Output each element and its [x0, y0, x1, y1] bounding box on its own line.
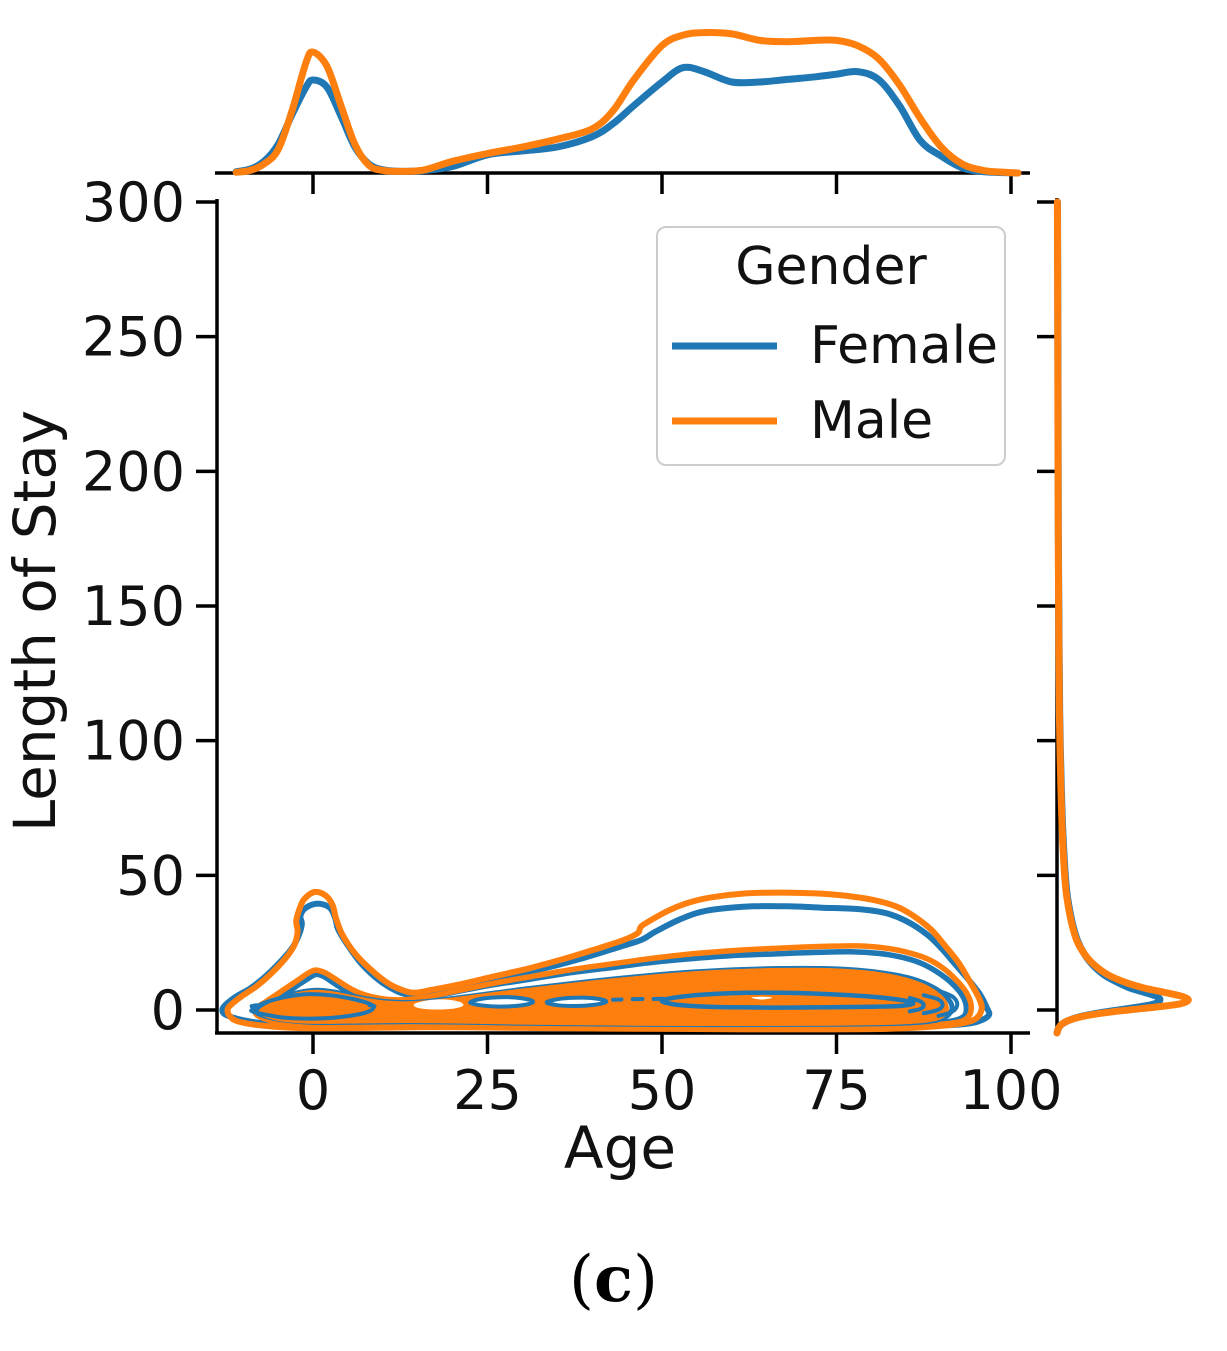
x-tick-label: 0 [296, 1059, 330, 1122]
top-marginal-curve-male [232, 29, 1022, 177]
right-marginal-curve-female [1053, 198, 1164, 1037]
legend-title: Gender [735, 237, 927, 297]
contour-female-inner-lens-big [659, 990, 916, 1010]
contour-female-white-inner-lens-left [468, 995, 535, 1009]
caption-paren-close: ) [632, 1243, 658, 1317]
y-tick-label: 300 [82, 171, 185, 234]
contour-white-valley-gap [413, 999, 464, 1010]
contour-female-right-arc [936, 989, 960, 1018]
y-tick-label: 200 [82, 440, 185, 503]
y-tick-label: 250 [82, 306, 185, 369]
top-marginal-curve-female [232, 63, 1022, 177]
y-tick-label: 50 [116, 844, 185, 907]
caption-paren-open: ( [569, 1243, 595, 1317]
contour-female-blob-dot [249, 1003, 259, 1009]
caption-letter: c [594, 1242, 633, 1317]
x-tick-label: 75 [802, 1059, 871, 1122]
x-tick-label: 50 [628, 1059, 697, 1122]
y-tick-label: 100 [82, 710, 185, 773]
top-marginal-kde [232, 29, 1022, 177]
axis-ticks [196, 173, 1057, 1054]
contour-female-white-inner-lens-mid [544, 995, 609, 1008]
axis-tick-labels: 0 25 50 75 100 0 50 100 150 200 250 300 [82, 171, 1063, 1122]
legend-label-female: Female [810, 316, 998, 376]
contour-white-inner-slit [751, 996, 773, 1000]
right-marginal-kde [1053, 198, 1192, 1037]
contour-female-blob-dot [367, 1003, 377, 1009]
contour-female-right-arc [907, 995, 926, 1014]
right-marginal-curve-male [1053, 198, 1192, 1037]
y-tick-label: 150 [82, 575, 185, 638]
x-tick-label: 25 [453, 1059, 522, 1122]
y-axis-label: Length of Stay [1, 410, 69, 832]
contour-male-mass [258, 967, 949, 1027]
legend: Gender Female Male [656, 226, 1006, 466]
legend-box [656, 226, 1006, 466]
x-axis-label: Age [564, 1114, 676, 1182]
x-tick-label: 100 [959, 1059, 1062, 1122]
legend-label-male: Male [810, 391, 933, 451]
y-tick-label: 0 [151, 979, 185, 1042]
figure-caption: (c) [0, 1242, 1227, 1317]
joint-contours [219, 888, 993, 1033]
contour-female-right-arc [921, 993, 945, 1016]
